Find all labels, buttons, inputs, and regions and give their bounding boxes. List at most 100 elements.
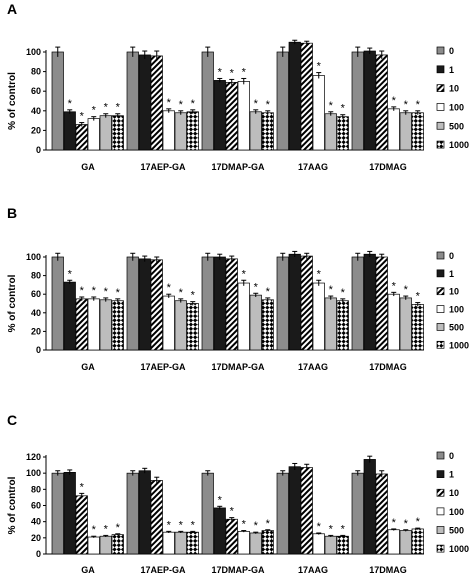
bar-A-17AEP-GA-1000	[186, 111, 199, 151]
category-label: 17AAG	[298, 362, 328, 372]
y-tick-label: 120	[26, 452, 41, 462]
legend-swatch-10	[436, 84, 445, 92]
bar-A-17AEP-GA-500	[174, 112, 187, 151]
significance-star: *	[116, 102, 121, 114]
bar-C-17DMAP-GA-500	[249, 532, 262, 555]
significance-star: *	[179, 519, 184, 531]
y-tick-label: 80	[31, 271, 41, 281]
bar-C-17AAG-100	[312, 533, 325, 555]
y-tick-label: 20	[31, 533, 41, 543]
significance-star: *	[392, 517, 397, 529]
bar-C-GA-0	[51, 472, 64, 555]
legend-label: 0	[449, 451, 454, 461]
bar-A-17DMAG-0	[351, 51, 364, 151]
significance-star: *	[416, 99, 421, 111]
bar-A-17AAG-100	[312, 75, 325, 151]
category-label: 17AAG	[298, 565, 328, 575]
significance-star: *	[329, 284, 334, 296]
significance-star: *	[341, 523, 346, 535]
y-tick-label: 40	[31, 517, 41, 527]
y-tick-label: 0	[36, 549, 41, 559]
bar-A-GA-1000	[111, 115, 124, 151]
significance-star: *	[116, 522, 121, 534]
legend-swatch-100	[436, 507, 445, 516]
significance-star: *	[266, 99, 271, 111]
significance-star: *	[167, 282, 172, 294]
bar-B-GA-1000	[111, 300, 124, 351]
significance-star: *	[392, 95, 397, 107]
significance-star: *	[329, 100, 334, 112]
bar-B-GA-10	[75, 298, 88, 351]
bar-C-17AEP-GA-1000	[186, 531, 199, 555]
legend-label: 1	[449, 470, 454, 480]
legend-label: 1	[449, 65, 454, 75]
bar-B-17AAG-1	[288, 253, 301, 351]
bar-B-17AEP-GA-1	[138, 258, 151, 351]
significance-star: *	[92, 105, 97, 117]
bar-C-17DMAP-GA-100	[237, 531, 250, 555]
bar-A-17DMAP-GA-1	[213, 80, 226, 151]
legend-label: 100	[449, 102, 464, 112]
bar-B-17AAG-100	[312, 282, 325, 351]
legend-label: 500	[449, 322, 464, 332]
bar-B-17AAG-500	[324, 297, 337, 351]
y-tick-label: 100	[26, 468, 41, 478]
significance-star: *	[230, 67, 235, 79]
bar-A-GA-500	[99, 115, 112, 151]
significance-star: *	[416, 291, 421, 303]
bar-C-17DMAG-0	[351, 472, 364, 555]
bar-A-GA-100	[87, 118, 100, 151]
significance-star: *	[404, 99, 409, 111]
legend-label: 1000	[449, 340, 469, 350]
y-axis-label: % of control	[7, 476, 18, 534]
bar-B-17AEP-GA-100	[162, 295, 175, 351]
bar-A-17AEP-GA-1	[138, 54, 151, 151]
significance-star: *	[191, 519, 196, 531]
bar-A-17AAG-1	[288, 41, 301, 151]
legend-label: 100	[449, 507, 464, 517]
legend-label: 500	[449, 121, 464, 131]
significance-star: *	[104, 102, 109, 114]
panel-label: C	[7, 412, 17, 428]
y-tick-label: 0	[36, 345, 41, 355]
bar-A-17DMAP-GA-100	[237, 81, 250, 151]
significance-star: *	[179, 99, 184, 111]
bar-B-17AAG-0	[276, 256, 289, 351]
category-label: 17DMAP-GA	[211, 565, 265, 575]
legend-swatch-0	[436, 251, 445, 260]
legend-swatch-0	[436, 451, 445, 460]
significance-star: *	[218, 66, 223, 78]
bar-A-GA-1	[63, 111, 76, 151]
significance-star: *	[317, 61, 322, 73]
legend-swatch-1	[436, 269, 445, 278]
bar-A-17DMAG-1000	[411, 112, 424, 151]
bar-C-GA-500	[99, 535, 112, 555]
significance-star: *	[104, 286, 109, 298]
bar-C-GA-1	[63, 472, 76, 555]
bar-B-17DMAP-GA-100	[237, 282, 250, 351]
significance-star: *	[242, 66, 247, 78]
bar-C-17AEP-GA-1	[138, 470, 151, 555]
bar-B-GA-100	[87, 298, 100, 351]
bar-C-17AEP-GA-0	[126, 472, 139, 555]
significance-star: *	[218, 494, 223, 506]
bar-C-17AEP-GA-500	[174, 531, 187, 555]
bar-C-GA-100	[87, 536, 100, 555]
category-label: 17DMAP-GA	[211, 362, 265, 372]
bar-C-17DMAG-1000	[411, 528, 424, 555]
category-label: 17DMAG	[369, 362, 407, 372]
bar-A-17DMAG-500	[399, 112, 412, 151]
bar-C-17AEP-GA-100	[162, 531, 175, 555]
legend-label: 10	[449, 488, 459, 498]
y-tick-label: 20	[31, 125, 41, 135]
panel-label: A	[7, 1, 17, 17]
bar-B-17AEP-GA-0	[126, 256, 139, 351]
bar-A-17DMAP-GA-10	[225, 82, 238, 151]
category-label: 17DMAG	[369, 162, 407, 172]
bar-C-17AAG-1000	[336, 535, 349, 555]
legend-swatch-0	[436, 46, 445, 55]
bar-A-17DMAG-10	[375, 54, 388, 151]
significance-star: *	[179, 287, 184, 299]
